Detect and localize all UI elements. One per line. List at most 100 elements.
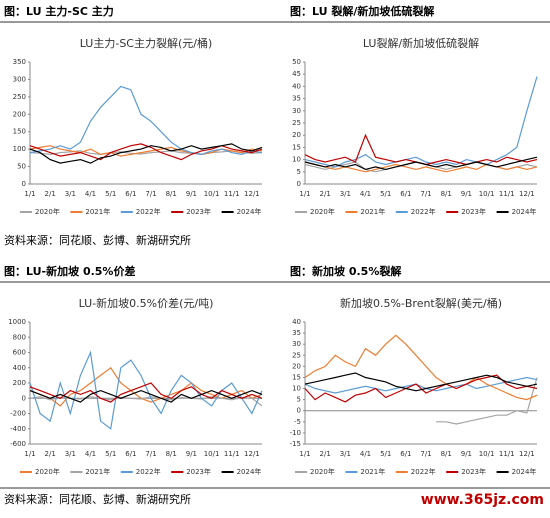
series-line <box>29 85 263 156</box>
x-tick-label: 10/1 <box>204 450 220 458</box>
source: 资料来源：同花顺、彭博、新湖研究所 <box>4 492 191 506</box>
x-tick-label: 5/1 <box>105 450 116 458</box>
x-tick-label: 12/1 <box>519 450 535 458</box>
series-line <box>29 366 263 407</box>
x-tick-label: 8/1 <box>166 190 177 198</box>
x-tick-label: 5/1 <box>380 190 391 198</box>
x-tick-label: 7/1 <box>145 450 156 458</box>
legend-label: 2023年 <box>461 207 486 216</box>
watermark: www.365jz.com <box>421 492 544 508</box>
legend-label: 2021年 <box>360 467 385 476</box>
figure-title: 图：新加坡 0.5%裂解 <box>290 264 401 278</box>
figure-title: 图：LU 主力-SC 主力 <box>4 4 114 18</box>
x-tick-label: 12/1 <box>519 190 535 198</box>
figure-title: 图：LU 裂解/新加坡低硫裂解 <box>290 4 434 18</box>
y-tick-label: 0 <box>297 180 301 188</box>
legend-label: 2021年 <box>85 207 110 216</box>
legend-label: 2024年 <box>512 467 537 476</box>
series-line <box>29 143 263 164</box>
x-tick-label: 5/1 <box>380 450 391 458</box>
x-tick-label: 10/1 <box>479 450 495 458</box>
legend-label: 2024年 <box>237 467 262 476</box>
chart-title: LU裂解/新加坡低硫裂解 <box>363 36 479 50</box>
y-tick-label: 150 <box>13 128 26 136</box>
y-tick-label: 25 <box>292 351 301 359</box>
series-line <box>304 156 538 171</box>
y-tick-label: 20 <box>292 131 301 139</box>
legend-label: 2020年 <box>35 467 60 476</box>
y-tick-label: 100 <box>13 145 26 153</box>
y-tick-label: 45 <box>292 70 301 78</box>
y-tick-label: 40 <box>292 318 301 326</box>
y-tick-label: 0 <box>22 180 26 188</box>
y-tick-label: 200 <box>13 379 26 387</box>
y-tick-label: 300 <box>13 75 26 83</box>
x-tick-label: 6/1 <box>125 450 136 458</box>
legend-label: 2022年 <box>411 207 436 216</box>
chart-title: LU主力-SC主力裂解(元/桶) <box>80 36 213 50</box>
y-tick-label: 30 <box>292 340 301 348</box>
y-tick-label: 1000 <box>8 318 26 326</box>
x-tick-label: 11/1 <box>499 450 515 458</box>
series-line <box>436 377 538 425</box>
y-tick-label: -10 <box>290 429 301 437</box>
series-line <box>304 334 538 401</box>
x-tick-label: 3/1 <box>340 450 351 458</box>
x-tick-label: 11/1 <box>499 190 515 198</box>
x-tick-label: 6/1 <box>125 190 136 198</box>
y-tick-label: -15 <box>290 440 301 448</box>
x-tick-label: 2/1 <box>320 190 331 198</box>
series-line <box>304 374 538 403</box>
y-tick-label: 30 <box>292 107 301 115</box>
figure-title: 图：LU-新加坡 0.5%价差 <box>4 264 135 278</box>
x-tick-label: 3/1 <box>340 190 351 198</box>
y-tick-label: 10 <box>292 156 301 164</box>
y-tick-label: 5 <box>297 396 301 404</box>
x-tick-label: 3/1 <box>65 190 76 198</box>
series-line <box>304 376 538 394</box>
x-tick-label: 2/1 <box>45 190 56 198</box>
series-line <box>29 382 263 403</box>
y-tick-label: 15 <box>292 373 301 381</box>
x-tick-label: 5/1 <box>105 190 116 198</box>
x-tick-label: 9/1 <box>186 190 197 198</box>
legend-label: 2022年 <box>136 467 161 476</box>
series-line <box>29 150 263 156</box>
series-line <box>304 161 538 173</box>
x-tick-label: 4/1 <box>85 450 96 458</box>
x-tick-label: 9/1 <box>461 450 472 458</box>
series-line <box>29 350 263 430</box>
y-tick-label: -400 <box>10 425 26 433</box>
x-tick-label: 3/1 <box>65 450 76 458</box>
series-line <box>29 143 263 161</box>
y-tick-label: 50 <box>292 58 301 66</box>
y-tick-label: -200 <box>10 410 26 418</box>
x-tick-label: 11/1 <box>224 450 240 458</box>
y-tick-label: 35 <box>292 95 301 103</box>
x-tick-label: 6/1 <box>400 450 411 458</box>
y-tick-label: 800 <box>13 333 26 341</box>
x-tick-label: 4/1 <box>85 190 96 198</box>
x-tick-label: 9/1 <box>461 190 472 198</box>
y-tick-label: 25 <box>292 119 301 127</box>
x-tick-label: 8/1 <box>166 450 177 458</box>
x-tick-label: 1/1 <box>24 450 35 458</box>
y-tick-label: 35 <box>292 329 301 337</box>
legend-label: 2022年 <box>136 207 161 216</box>
y-tick-label: 400 <box>13 364 26 372</box>
legend-label: 2023年 <box>186 467 211 476</box>
x-tick-label: 10/1 <box>479 190 495 198</box>
chart-title: LU-新加坡0.5%价差(元/吨) <box>79 296 214 310</box>
y-tick-label: 0 <box>297 407 301 415</box>
legend-label: 2020年 <box>35 207 60 216</box>
x-tick-label: 11/1 <box>224 190 240 198</box>
y-tick-label: 200 <box>13 110 26 118</box>
y-tick-label: 600 <box>13 349 26 357</box>
series-line <box>29 389 263 403</box>
y-tick-label: -5 <box>294 418 301 426</box>
legend-label: 2024年 <box>512 207 537 216</box>
y-tick-label: 0 <box>22 394 26 402</box>
legend-label: 2023年 <box>461 467 486 476</box>
